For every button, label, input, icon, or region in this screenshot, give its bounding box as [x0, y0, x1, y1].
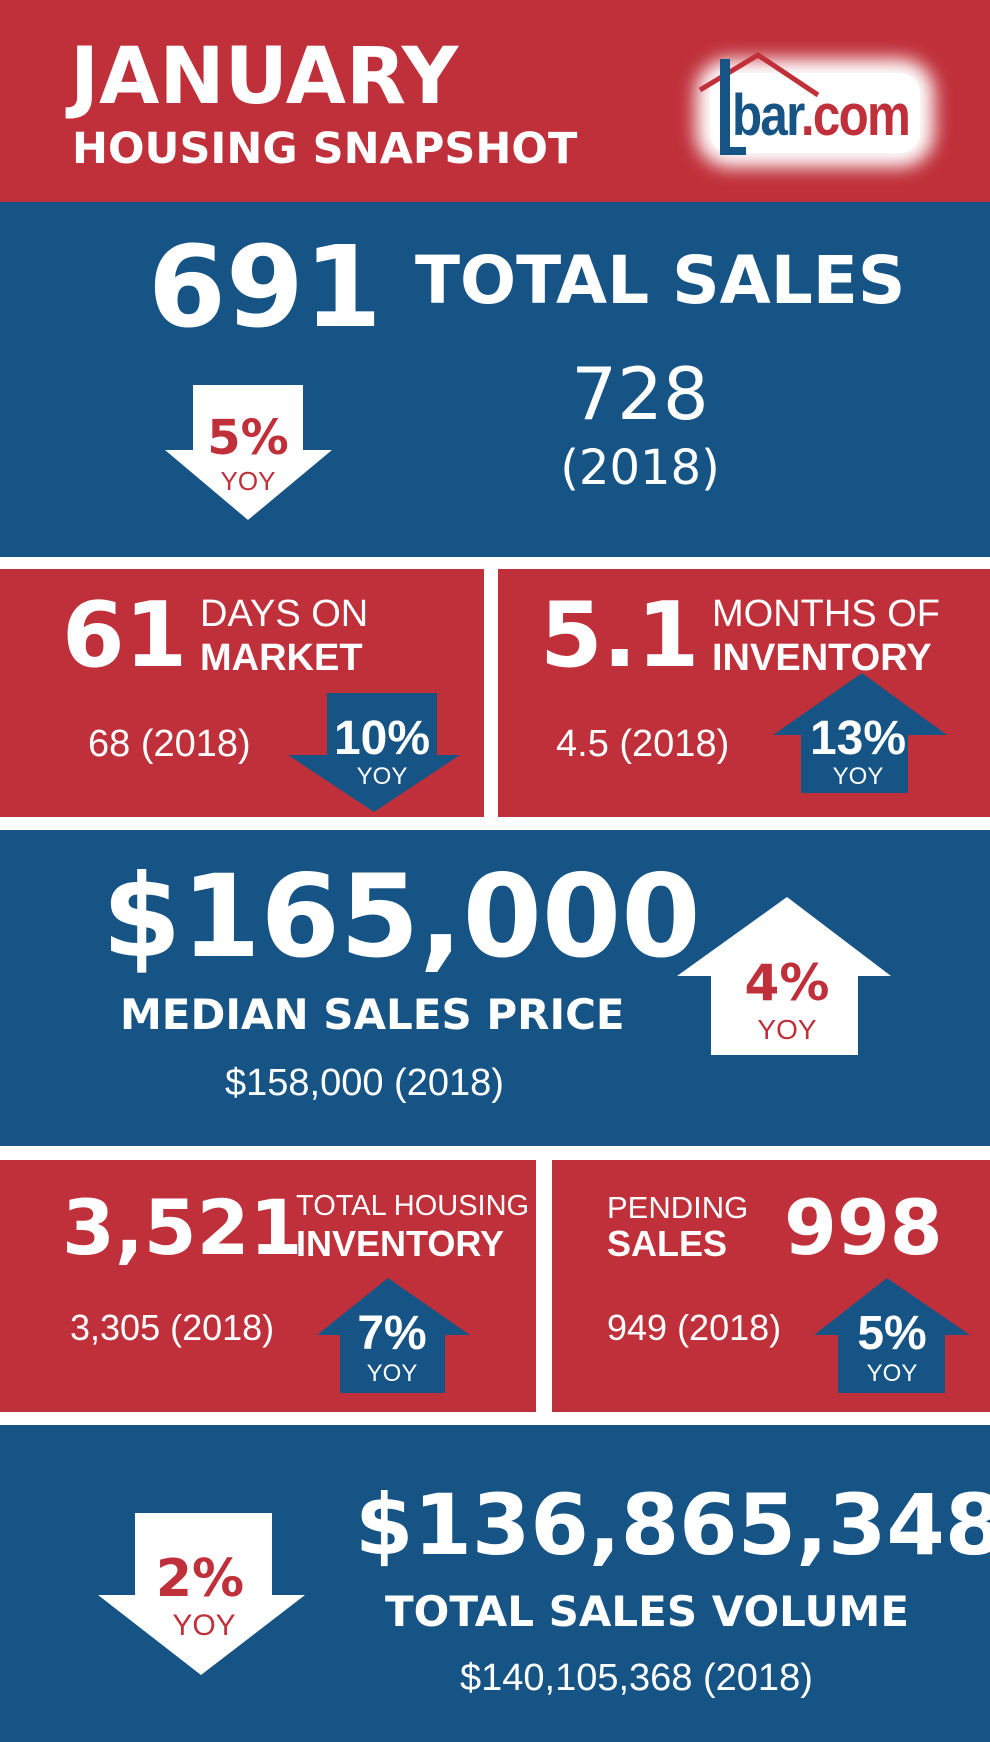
page-title: JANUARY [70, 32, 459, 122]
arrow-down-icon [288, 693, 460, 812]
sales-volume-yoy: YOY [172, 1609, 236, 1642]
sales-volume-change: 2% [155, 1549, 245, 1609]
sales-volume-label: TOTAL SALES VOLUME [385, 1587, 910, 1636]
total-sales-label: TOTAL SALES [415, 242, 906, 319]
months-of-inventory-panel: 5.1 MONTHS OF INVENTORY 4.5 (2018) 13% Y… [498, 569, 990, 817]
pending-sales-panel: PENDING SALES 998 949 (2018) 5% YOY [552, 1160, 990, 1412]
median-price-change: 4% [744, 954, 830, 1012]
total-sales-change: 5% [207, 410, 289, 466]
median-price-panel: $165,000 MEDIAN SALES PRICE $158,000 (20… [0, 830, 990, 1146]
months-of-inventory-label-1: MONTHS OF [712, 593, 940, 635]
total-sales-panel: 691 TOTAL SALES 728 (2018) 5% YOY [0, 202, 990, 557]
arrow-down-icon [98, 1513, 305, 1675]
pending-sales-label-1: PENDING [607, 1190, 749, 1225]
months-of-inventory-prior: 4.5 (2018) [556, 723, 730, 765]
housing-inventory-prior: 3,305 (2018) [70, 1307, 275, 1348]
arrow-down-icon [165, 385, 332, 520]
header: JANUARY HOUSING SNAPSHOT bar.com [0, 0, 990, 202]
days-on-market-value: 61 [62, 583, 188, 688]
days-on-market-change: 10% [333, 712, 431, 765]
months-of-inventory-value: 5.1 [540, 583, 700, 688]
median-price-label: MEDIAN SALES PRICE [120, 990, 625, 1039]
median-price-prior: $158,000 (2018) [225, 1062, 504, 1104]
sales-volume-prior: $140,105,368 (2018) [460, 1657, 813, 1699]
housing-inventory-value: 3,521 [62, 1183, 303, 1272]
arrow-up-icon [317, 1278, 470, 1393]
arrow-up-icon [677, 897, 891, 1055]
pending-sales-yoy: YOY [866, 1360, 918, 1387]
months-of-inventory-change: 13% [809, 712, 907, 765]
sales-volume-value: $136,865,348 [355, 1476, 990, 1574]
months-of-inventory-label-2: INVENTORY [712, 637, 932, 679]
arrow-up-icon [814, 1278, 970, 1393]
pending-sales-label-2: SALES [607, 1223, 728, 1264]
housing-inventory-label-2: INVENTORY [296, 1223, 505, 1264]
total-sales-yoy: YOY [220, 466, 276, 496]
housing-inventory-panel: 3,521 TOTAL HOUSING INVENTORY 3,305 (201… [0, 1160, 536, 1412]
page-subtitle: HOUSING SNAPSHOT [72, 124, 578, 174]
housing-inventory-yoy: YOY [366, 1360, 418, 1387]
logo: bar.com [690, 45, 930, 165]
pending-sales-change: 5% [857, 1307, 927, 1360]
median-price-value: $165,000 [102, 850, 701, 983]
pending-sales-prior: 949 (2018) [607, 1307, 782, 1348]
months-of-inventory-yoy: YOY [832, 763, 884, 790]
days-on-market-prior: 68 (2018) [88, 723, 251, 765]
days-on-market-panel: 61 DAYS ON MARKET 68 (2018) 10% YOY [0, 569, 484, 817]
days-on-market-label-1: DAYS ON [200, 593, 369, 635]
total-sales-value: 691 [148, 223, 382, 353]
median-price-yoy: YOY [757, 1014, 817, 1045]
total-sales-prior-year: (2018) [560, 440, 720, 496]
sales-volume-panel: $136,865,348 TOTAL SALES VOLUME $140,105… [0, 1425, 990, 1742]
house-roof-icon [698, 52, 820, 155]
total-sales-prior-value: 728 [571, 352, 709, 436]
days-on-market-label-2: MARKET [200, 637, 363, 679]
pending-sales-value: 998 [784, 1183, 943, 1272]
housing-inventory-change: 7% [357, 1307, 427, 1360]
arrow-up-icon [773, 673, 947, 793]
housing-inventory-label-1: TOTAL HOUSING [296, 1190, 530, 1222]
days-on-market-yoy: YOY [356, 763, 408, 790]
